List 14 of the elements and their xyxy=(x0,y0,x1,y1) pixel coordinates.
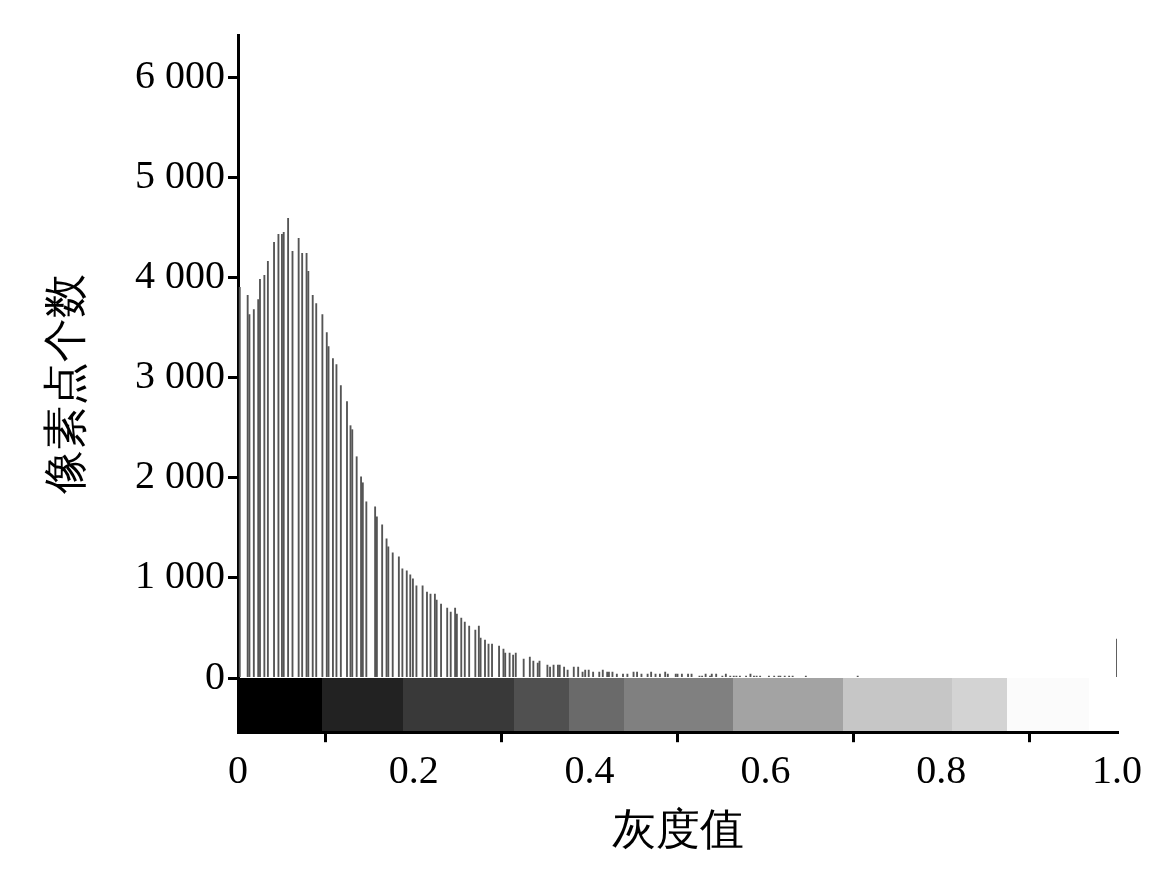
x-axis-title: 灰度值 xyxy=(611,805,744,855)
x-tick-label: 1.0 xyxy=(1092,746,1142,792)
y-axis-title: 像素点个数 xyxy=(40,273,90,494)
y-tick-label: 4 000 xyxy=(135,251,225,297)
x-tick-label: 0.2 xyxy=(388,746,439,792)
y-tick-label: 6 000 xyxy=(135,51,225,97)
x-tick-label: 0.4 xyxy=(564,746,615,792)
y-tick-label: 2 000 xyxy=(135,452,225,498)
x-tick-label: 0.6 xyxy=(740,746,791,792)
y-tick-label: 5 000 xyxy=(135,151,225,197)
y-tick-label: 0 xyxy=(205,652,225,698)
y-tick-label: 3 000 xyxy=(135,352,225,398)
y-tick-label: 1 000 xyxy=(135,552,225,598)
x-tick-label: 0.8 xyxy=(916,746,967,792)
